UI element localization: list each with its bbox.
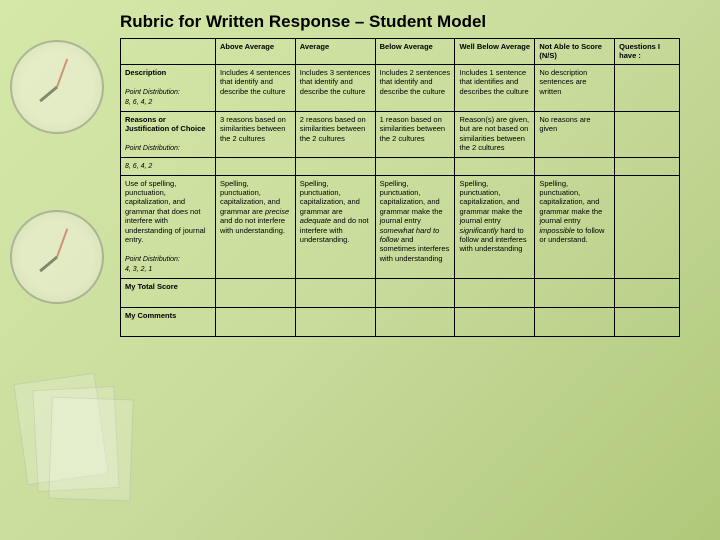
points-row: 8, 6, 4, 2: [121, 157, 680, 175]
criteria-cell: DescriptionPoint Distribution:8, 6, 4, 2: [121, 64, 216, 111]
table-row: Use of spelling, punctuation, capitaliza…: [121, 175, 680, 279]
header-avg: Average: [295, 39, 375, 65]
rubric-cell: 3 reasons based on similarities between …: [215, 112, 295, 158]
empty-cell: [535, 279, 615, 308]
rubric-cell: Spelling, punctuation, capitalization, a…: [215, 175, 295, 279]
page-title: Rubric for Written Response – Student Mo…: [120, 12, 690, 32]
header-blank: [121, 39, 216, 65]
rubric-cell: No description sentences are written: [535, 64, 615, 111]
criteria-cell: Reasons or Justification of ChoicePoint …: [121, 112, 216, 158]
empty-cell: [535, 157, 615, 175]
empty-cell: [295, 157, 375, 175]
empty-cell: [455, 279, 535, 308]
rubric-cell: 1 reason based on similarities between t…: [375, 112, 455, 158]
footer-label: My Comments: [121, 308, 216, 337]
empty-cell: [215, 157, 295, 175]
empty-cell: [615, 157, 680, 175]
rubric-cell: [615, 64, 680, 111]
empty-cell: [295, 279, 375, 308]
rubric-cell: Includes 2 sentences that identify and d…: [375, 64, 455, 111]
rubric-cell: Reason(s) are given, but are not based o…: [455, 112, 535, 158]
empty-cell: [375, 279, 455, 308]
empty-cell: [615, 308, 680, 337]
table-row: Reasons or Justification of ChoicePoint …: [121, 112, 680, 158]
empty-cell: [295, 308, 375, 337]
bg-paper-decor: [48, 397, 134, 502]
rubric-cell: Includes 1 sentence that identifies and …: [455, 64, 535, 111]
criteria-cell: Use of spelling, punctuation, capitaliza…: [121, 175, 216, 279]
empty-cell: [455, 157, 535, 175]
empty-cell: [535, 308, 615, 337]
footer-row: My Total Score: [121, 279, 680, 308]
header-below-avg: Below Average: [375, 39, 455, 65]
table-row: DescriptionPoint Distribution:8, 6, 4, 2…: [121, 64, 680, 111]
footer-label: My Total Score: [121, 279, 216, 308]
empty-cell: [215, 279, 295, 308]
rubric-cell: Spelling, punctuation, capitalization, a…: [375, 175, 455, 279]
rubric-cell: Includes 3 sentences that identify and d…: [295, 64, 375, 111]
rubric-cell: Includes 4 sentences that identify and d…: [215, 64, 295, 111]
rubric-table: Above Average Average Below Average Well…: [120, 38, 680, 337]
empty-cell: [375, 157, 455, 175]
empty-cell: [615, 279, 680, 308]
empty-cell: [215, 308, 295, 337]
rubric-cell: Spelling, punctuation, capitalization, a…: [455, 175, 535, 279]
rubric-cell: Spelling, punctuation, capitalization, a…: [295, 175, 375, 279]
empty-cell: [375, 308, 455, 337]
rubric-cell: Spelling, punctuation, capitalization, a…: [535, 175, 615, 279]
header-well-below: Well Below Average: [455, 39, 535, 65]
rubric-cell: No reasons are given: [535, 112, 615, 158]
table-header-row: Above Average Average Below Average Well…: [121, 39, 680, 65]
rubric-cell: 2 reasons based on similarities between …: [295, 112, 375, 158]
rubric-cell: [615, 175, 680, 279]
points-cell: 8, 6, 4, 2: [121, 157, 216, 175]
rubric-cell: [615, 112, 680, 158]
header-above-avg: Above Average: [215, 39, 295, 65]
empty-cell: [455, 308, 535, 337]
header-ns: Not Able to Score (N/S): [535, 39, 615, 65]
footer-row: My Comments: [121, 308, 680, 337]
header-questions: Questions I have :: [615, 39, 680, 65]
